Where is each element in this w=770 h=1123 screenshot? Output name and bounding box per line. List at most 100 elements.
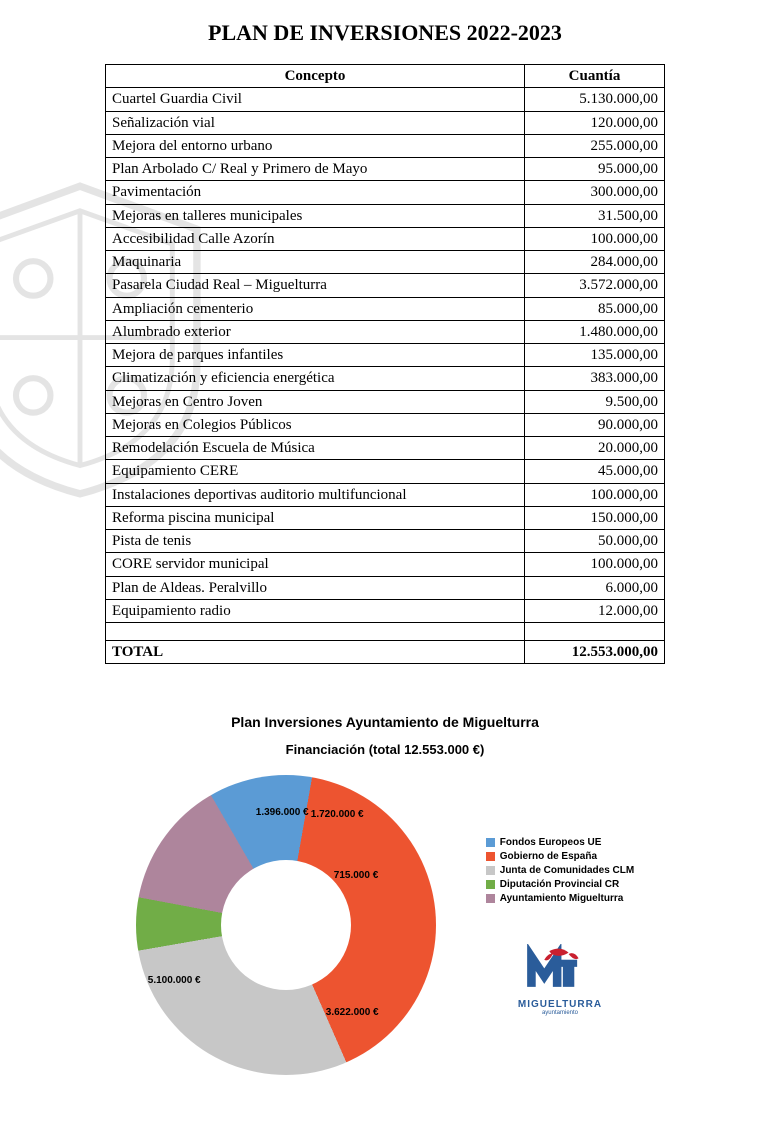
table-row-total: TOTAL12.553.000,00 <box>106 641 665 664</box>
table-row: Instalaciones deportivas auditorio multi… <box>106 483 665 506</box>
legend-swatch <box>486 852 495 861</box>
cell-amount: 95.000,00 <box>525 158 665 181</box>
cell-amount: 100.000,00 <box>525 483 665 506</box>
legend-label: Junta de Comunidades CLM <box>500 865 634 876</box>
cell-concept: Equipamiento radio <box>106 599 525 622</box>
cell-concept: Reforma piscina municipal <box>106 506 525 529</box>
legend-item: Gobierno de España <box>486 851 634 862</box>
col-header-amount: Cuantía <box>525 65 665 88</box>
cell-amount: 31.500,00 <box>525 204 665 227</box>
legend-item: Diputación Provincial CR <box>486 879 634 890</box>
slice-label: 715.000 € <box>334 870 379 881</box>
chart-subtitle: Financiación (total 12.553.000 €) <box>60 742 710 757</box>
table-row: Pavimentación300.000,00 <box>106 181 665 204</box>
cell-amount: 1.480.000,00 <box>525 320 665 343</box>
cell-amount: 9.500,00 <box>525 390 665 413</box>
donut-chart: 1.396.000 € 5.100.000 € 3.622.000 € 715.000… <box>136 775 456 1075</box>
table-row: CORE servidor municipal100.000,00 <box>106 553 665 576</box>
table-row: Mejoras en Colegios Públicos90.000,00 <box>106 413 665 436</box>
legend-swatch <box>486 866 495 875</box>
table-row: Ampliación cementerio85.000,00 <box>106 297 665 320</box>
cell-concept: Climatización y eficiencia energética <box>106 367 525 390</box>
cell-concept: Mejoras en Colegios Públicos <box>106 413 525 436</box>
cell-concept: Mejora de parques infantiles <box>106 344 525 367</box>
cell-concept: Pista de tenis <box>106 530 525 553</box>
cell-amount: 284.000,00 <box>525 251 665 274</box>
legend-swatch <box>486 838 495 847</box>
logo-subtext: ayuntamiento <box>486 1010 634 1016</box>
chart-title: Plan Inversiones Ayuntamiento de Miguelt… <box>60 714 710 730</box>
page-title: PLAN DE INVERSIONES 2022-2023 <box>60 20 710 46</box>
cell-concept: Ampliación cementerio <box>106 297 525 320</box>
table-row: Pasarela Ciudad Real – Miguelturra3.572.… <box>106 274 665 297</box>
cell-amount: 20.000,00 <box>525 437 665 460</box>
legend-label: Diputación Provincial CR <box>500 879 619 890</box>
logo-text: MIGUELTURRA <box>486 999 634 1010</box>
table-row: Plan Arbolado C/ Real y Primero de Mayo9… <box>106 158 665 181</box>
cell-amount: 45.000,00 <box>525 460 665 483</box>
cell-amount: 5.130.000,00 <box>525 88 665 111</box>
cell-concept: CORE servidor municipal <box>106 553 525 576</box>
legend-item: Ayuntamiento Miguelturra <box>486 893 634 904</box>
cell-concept: Cuartel Guardia Civil <box>106 88 525 111</box>
cell-amount: 3.572.000,00 <box>525 274 665 297</box>
table-row: Cuartel Guardia Civil5.130.000,00 <box>106 88 665 111</box>
miguelturra-logo: MIGUELTURRA ayuntamiento <box>486 944 634 1016</box>
legend-item: Fondos Europeos UE <box>486 837 634 848</box>
table-row: Plan de Aldeas. Peralvillo6.000,00 <box>106 576 665 599</box>
investments-table: Concepto Cuantía Cuartel Guardia Civil5.… <box>105 64 665 664</box>
cell-concept: Plan Arbolado C/ Real y Primero de Mayo <box>106 158 525 181</box>
legend-label: Fondos Europeos UE <box>500 837 602 848</box>
slice-label: 1.396.000 € <box>256 807 309 818</box>
cell-amount: 6.000,00 <box>525 576 665 599</box>
table-row: Equipamiento CERE45.000,00 <box>106 460 665 483</box>
cell-concept: Alumbrado exterior <box>106 320 525 343</box>
table-row-blank <box>106 623 665 641</box>
slice-label: 1.720.000 € <box>311 809 364 820</box>
cell-concept: Accesibilidad Calle Azorín <box>106 227 525 250</box>
cell-amount: 100.000,00 <box>525 227 665 250</box>
table-row: Accesibilidad Calle Azorín100.000,00 <box>106 227 665 250</box>
cell-amount: 255.000,00 <box>525 134 665 157</box>
cell-concept: Equipamiento CERE <box>106 460 525 483</box>
legend-swatch <box>486 894 495 903</box>
cell-concept: Mejoras en Centro Joven <box>106 390 525 413</box>
legend-swatch <box>486 880 495 889</box>
cell-concept: Mejoras en talleres municipales <box>106 204 525 227</box>
cell-amount: 50.000,00 <box>525 530 665 553</box>
cell-concept: Remodelación Escuela de Música <box>106 437 525 460</box>
cell-amount: 120.000,00 <box>525 111 665 134</box>
cell-concept: Pavimentación <box>106 181 525 204</box>
cell-total-label: TOTAL <box>106 641 525 664</box>
cell-concept: Mejora del entorno urbano <box>106 134 525 157</box>
cell-concept: Señalización vial <box>106 111 525 134</box>
cell-concept: Pasarela Ciudad Real – Miguelturra <box>106 274 525 297</box>
cell-amount: 300.000,00 <box>525 181 665 204</box>
cell-concept: Plan de Aldeas. Peralvillo <box>106 576 525 599</box>
table-row: Mejora del entorno urbano255.000,00 <box>106 134 665 157</box>
table-row: Equipamiento radio12.000,00 <box>106 599 665 622</box>
table-row: Climatización y eficiencia energética383… <box>106 367 665 390</box>
table-row: Maquinaria284.000,00 <box>106 251 665 274</box>
table-row: Mejora de parques infantiles135.000,00 <box>106 344 665 367</box>
cell-amount: 85.000,00 <box>525 297 665 320</box>
cell-amount: 383.000,00 <box>525 367 665 390</box>
col-header-concept: Concepto <box>106 65 525 88</box>
cell-amount: 135.000,00 <box>525 344 665 367</box>
legend-item: Junta de Comunidades CLM <box>486 865 634 876</box>
table-row: Reforma piscina municipal150.000,00 <box>106 506 665 529</box>
table-row: Remodelación Escuela de Música20.000,00 <box>106 437 665 460</box>
legend-label: Gobierno de España <box>500 851 597 862</box>
legend-label: Ayuntamiento Miguelturra <box>500 893 624 904</box>
table-row: Mejoras en Centro Joven9.500,00 <box>106 390 665 413</box>
table-row: Señalización vial120.000,00 <box>106 111 665 134</box>
slice-label: 5.100.000 € <box>148 975 201 986</box>
slice-label: 3.622.000 € <box>326 1007 379 1018</box>
table-row: Pista de tenis50.000,00 <box>106 530 665 553</box>
cell-amount: 150.000,00 <box>525 506 665 529</box>
table-row: Alumbrado exterior1.480.000,00 <box>106 320 665 343</box>
chart-legend: Fondos Europeos UE Gobierno de España Junt… <box>486 837 634 904</box>
table-row: Mejoras en talleres municipales31.500,00 <box>106 204 665 227</box>
cell-concept: Instalaciones deportivas auditorio multi… <box>106 483 525 506</box>
cell-amount: 100.000,00 <box>525 553 665 576</box>
